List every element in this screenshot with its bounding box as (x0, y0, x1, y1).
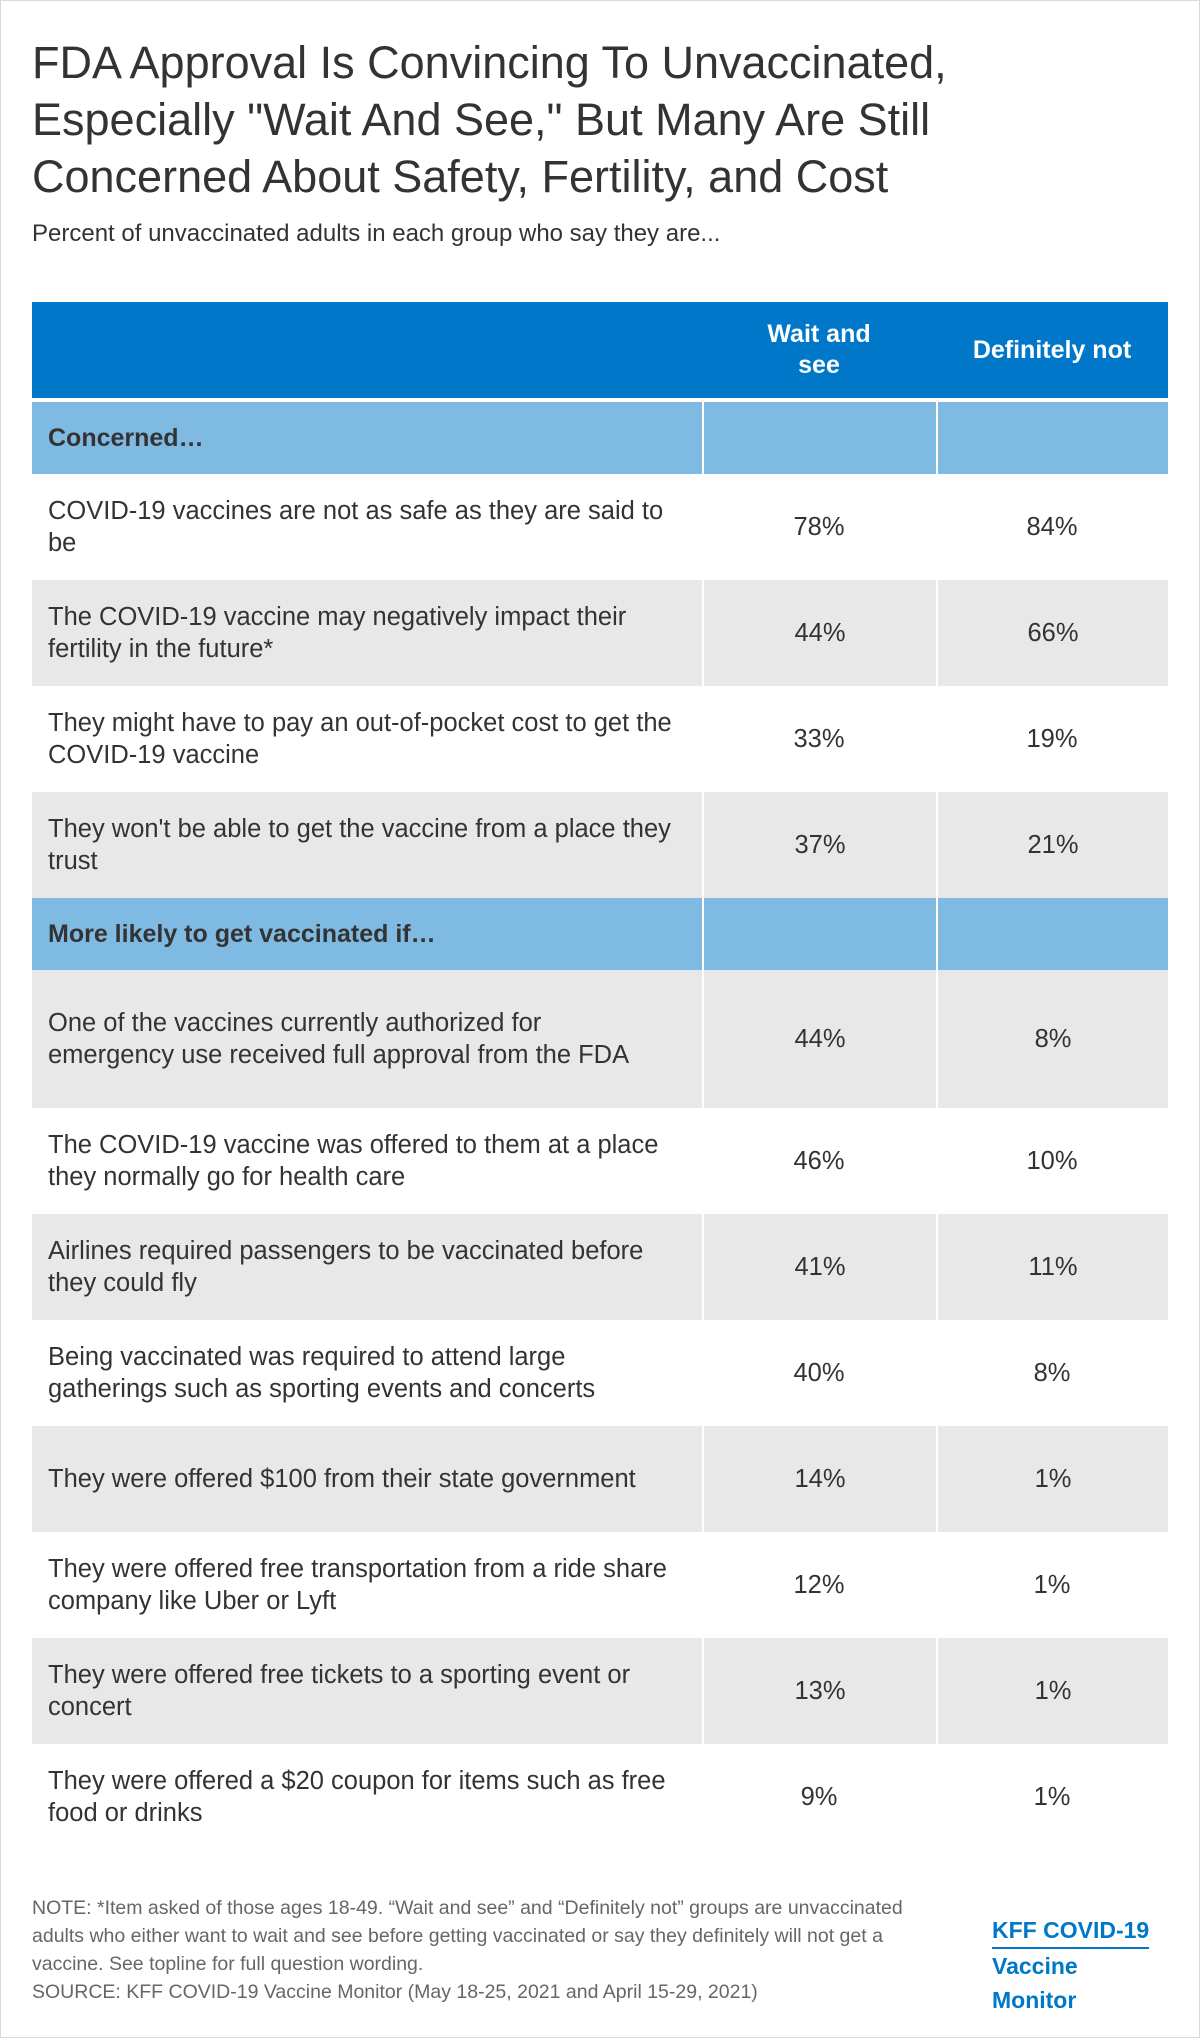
chart-title: FDA Approval Is Convincing To Unvaccinat… (32, 37, 947, 202)
table-row: They were offered a $20 coupon for items… (32, 1744, 1168, 1850)
logo-line-1: KFF COVID-19 (992, 1913, 1150, 1949)
value-wait-and-see: 78% (793, 513, 845, 541)
section-heading: More likely to get vaccinated if… (48, 919, 436, 948)
table-row: COVID-19 vaccines are not as safe as the… (32, 474, 1168, 580)
row-label: The COVID-19 vaccine may negatively impa… (48, 603, 627, 663)
value-wait-and-see: 33% (793, 725, 845, 753)
footnote: NOTE: *Item asked of those ages 18-49. “… (32, 1894, 932, 2006)
row-label: COVID-19 vaccines are not as safe as the… (48, 497, 664, 557)
header-wait-and-see: Wait and see (767, 320, 871, 379)
value-wait-and-see: 12% (793, 1571, 845, 1599)
table-row: Being vaccinated was required to attend … (32, 1320, 1168, 1426)
value-wait-and-see: 46% (793, 1147, 845, 1175)
row-label: They might have to pay an out-of-pocket … (48, 709, 672, 769)
row-label: They won't be able to get the vaccine fr… (48, 815, 671, 875)
value-definitely-not: 21% (936, 792, 1168, 898)
value-wait-and-see: 9% (800, 1783, 838, 1811)
table-row: They were offered $100 from their state … (32, 1426, 1168, 1532)
value-definitely-not: 8% (1033, 1359, 1071, 1387)
row-label: One of the vaccines currently authorized… (48, 1009, 630, 1069)
value-definitely-not: 8% (936, 970, 1168, 1108)
section-empty-cell (936, 402, 1168, 474)
header-definitely-not: Definitely not (972, 335, 1132, 364)
kff-logo: KFF COVID-19 Vaccine Monitor (992, 1913, 1168, 2017)
section-empty-cell (936, 898, 1168, 970)
value-definitely-not: 19% (1026, 725, 1078, 753)
value-wait-and-see: 37% (702, 792, 936, 898)
row-label: They were offered a $20 coupon for items… (48, 1767, 666, 1827)
table-row: They were offered free tickets to a spor… (32, 1638, 1168, 1744)
table-header-row: Wait and see Definitely not (32, 302, 1168, 398)
value-wait-and-see: 44% (702, 580, 936, 686)
table-row: The COVID-19 vaccine may negatively impa… (32, 580, 1168, 686)
table-row: One of the vaccines currently authorized… (32, 970, 1168, 1108)
source-text: SOURCE: KFF COVID-19 Vaccine Monitor (Ma… (32, 1981, 758, 2003)
table-row: They might have to pay an out-of-pocket … (32, 686, 1168, 792)
section-heading: Concerned… (48, 423, 204, 452)
row-label: The COVID-19 vaccine was offered to them… (48, 1131, 659, 1191)
value-definitely-not: 1% (936, 1426, 1168, 1532)
table-row: Airlines required passengers to be vacci… (32, 1214, 1168, 1320)
value-wait-and-see: 41% (702, 1214, 936, 1320)
table-row: They were offered free transportation fr… (32, 1532, 1168, 1638)
header-label-cell (32, 302, 702, 398)
section-empty-cell (702, 898, 936, 970)
row-label: Being vaccinated was required to attend … (48, 1343, 596, 1403)
value-definitely-not: 11% (936, 1214, 1168, 1320)
value-wait-and-see: 13% (702, 1638, 936, 1744)
row-label: They were offered free tickets to a spor… (48, 1661, 631, 1721)
value-wait-and-see: 40% (793, 1359, 845, 1387)
value-definitely-not: 1% (1033, 1783, 1071, 1811)
row-label: They were offered free transportation fr… (48, 1555, 667, 1615)
row-label: They were offered $100 from their state … (48, 1465, 636, 1493)
value-definitely-not: 1% (936, 1638, 1168, 1744)
section-heading-row: More likely to get vaccinated if… (32, 898, 1168, 970)
value-wait-and-see: 14% (702, 1426, 936, 1532)
value-definitely-not: 1% (1033, 1571, 1071, 1599)
value-definitely-not: 84% (1026, 513, 1078, 541)
table-row: They won't be able to get the vaccine fr… (32, 792, 1168, 898)
row-label: Airlines required passengers to be vacci… (48, 1237, 644, 1297)
value-wait-and-see: 44% (702, 970, 936, 1108)
note-text: NOTE: *Item asked of those ages 18-49. “… (32, 1897, 903, 1975)
value-definitely-not: 66% (936, 580, 1168, 686)
chart-subtitle: Percent of unvaccinated adults in each g… (32, 220, 721, 247)
section-empty-cell (702, 402, 936, 474)
logo-line-2: Vaccine Monitor (992, 1953, 1078, 2013)
data-table: Wait and see Definitely not Concerned… C… (32, 302, 1168, 1850)
section-heading-row: Concerned… (32, 402, 1168, 474)
value-definitely-not: 10% (1026, 1147, 1078, 1175)
table-row: The COVID-19 vaccine was offered to them… (32, 1108, 1168, 1214)
